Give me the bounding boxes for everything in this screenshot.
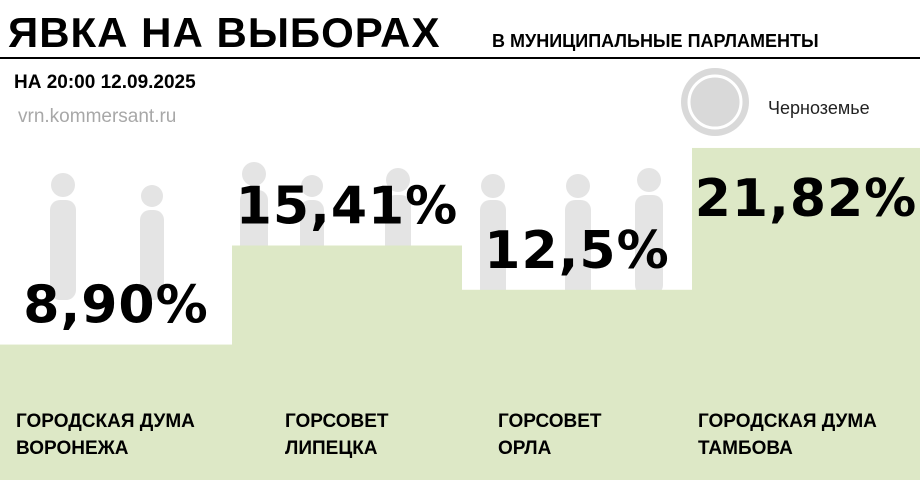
bar [692,147,920,480]
source: vrn.kommersant.ru [18,106,177,127]
brand: Черноземье [768,98,870,118]
value-label: 15,41% [236,177,459,237]
category-label: ГОРСОВЕТ ЛИПЕЦКА [285,411,389,459]
bar [0,344,232,480]
category-label: ГОРСОВЕТ ОРЛА [498,411,602,459]
logo-ring [687,74,743,130]
chart-title: ЯВКА НА ВЫБОРАХ [8,9,441,56]
logo [681,68,749,136]
value-label: 12,5% [484,221,669,281]
category-label: ГОРОДСКАЯ ДУМА ТАМБОВА [698,411,877,459]
value-label: 8,90% [23,276,208,336]
timestamp-note: НА 20:00 12.09.2025 [14,72,196,93]
value-label: 21,82% [695,169,918,229]
bar [232,245,462,480]
chart-subtitle: В МУНИЦИПАЛЬНЫЕ ПАРЛАМЕНТЫ [492,31,819,51]
category-label: ГОРОДСКАЯ ДУМА ВОРОНЕЖА [16,411,195,459]
bar [462,289,692,480]
